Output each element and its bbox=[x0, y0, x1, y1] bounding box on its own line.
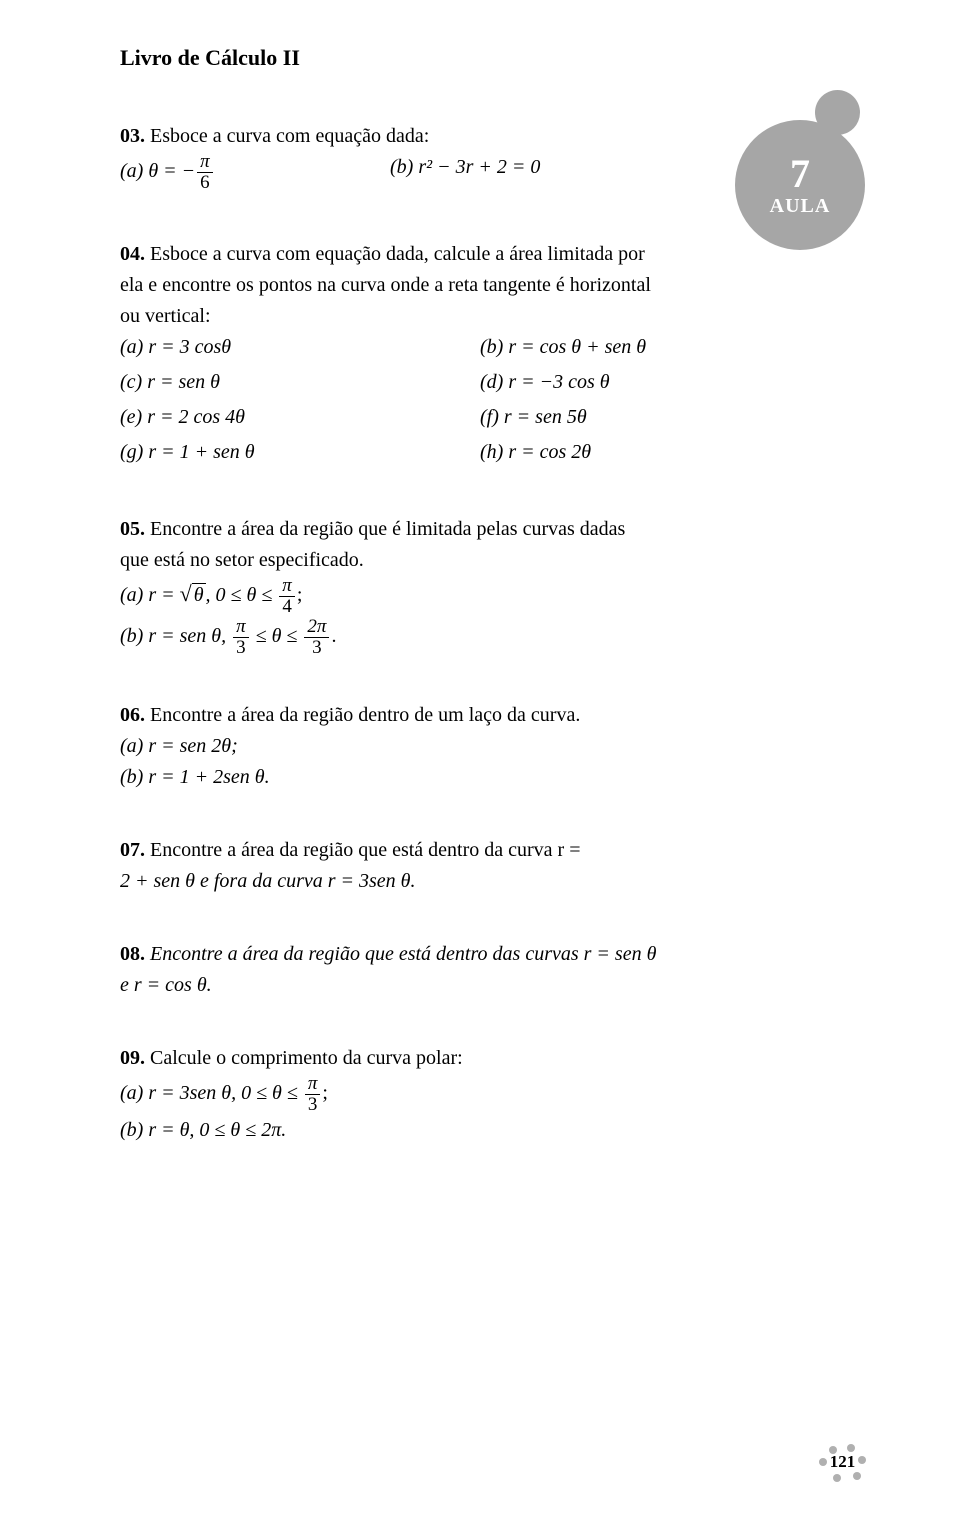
q09-prompt: Calcule o comprimento da curva polar: bbox=[145, 1047, 463, 1069]
question-08: 08. Encontre a área da região que está d… bbox=[120, 939, 840, 1001]
page: Livro de Cálculo II 7 AULA 03. Esboce a … bbox=[0, 0, 960, 1520]
q08-p1: Encontre a área da região que está dentr… bbox=[145, 943, 656, 965]
q04-e: (e) r = 2 cos 4θ bbox=[120, 402, 480, 433]
q05-a-pre: (a) r = bbox=[120, 584, 180, 606]
q05-b-pre: (b) r = sen θ, bbox=[120, 625, 231, 647]
q04-p2: ela e encontre os pontos na curva onde a… bbox=[120, 270, 840, 301]
q04-g: (g) r = 1 + sen θ bbox=[120, 437, 480, 468]
q03-a-den: 6 bbox=[197, 172, 213, 193]
q05-a: (a) r = θ, 0 ≤ θ ≤ π4; bbox=[120, 576, 840, 617]
q06-b: (b) r = 1 + 2sen θ. bbox=[120, 762, 840, 793]
q04-h: (h) r = cos 2θ bbox=[480, 437, 840, 468]
q04-c: (c) r = sen θ bbox=[120, 367, 480, 398]
q05-num: 05. bbox=[120, 518, 145, 540]
book-title: Livro de Cálculo II bbox=[120, 45, 840, 71]
q03-a-num: π bbox=[197, 152, 213, 172]
q05-a-rad: θ bbox=[192, 583, 206, 606]
q05-b-num1: π bbox=[233, 617, 249, 637]
q03-a: (a) θ = −π6 bbox=[120, 152, 390, 193]
q03-prompt: Esboce a curva com equação dada: bbox=[145, 125, 429, 147]
q09-a-num: π bbox=[305, 1074, 321, 1094]
q08-num: 08. bbox=[120, 943, 145, 965]
q05-p1: Encontre a área da região que é limitada… bbox=[145, 518, 625, 540]
q05-b-mid: ≤ θ ≤ bbox=[251, 625, 303, 647]
content: 03. Esboce a curva com equação dada: (a)… bbox=[120, 121, 840, 1146]
aula-badge: 7 AULA bbox=[720, 90, 880, 250]
q07-p1: Encontre a área da região que está dentr… bbox=[145, 839, 581, 861]
q05-b-num2: 2π bbox=[304, 617, 329, 637]
badge-number: 7 bbox=[790, 154, 810, 194]
q04-d: (d) r = −3 cos θ bbox=[480, 367, 840, 398]
q05-b-den2: 3 bbox=[304, 637, 329, 658]
q09-b: (b) r = θ, 0 ≤ θ ≤ 2π. bbox=[120, 1115, 840, 1146]
q05-b-post: . bbox=[331, 625, 336, 647]
question-07: 07. Encontre a área da região que está d… bbox=[120, 835, 840, 897]
q04-p3: ou vertical: bbox=[120, 301, 840, 332]
question-06: 06. Encontre a área da região dentro de … bbox=[120, 700, 840, 793]
q06-prompt: Encontre a área da região dentro de um l… bbox=[145, 704, 580, 726]
q09-a: (a) r = 3sen θ, 0 ≤ θ ≤ π3; bbox=[120, 1074, 840, 1115]
q04-num: 04. bbox=[120, 243, 145, 265]
q06-num: 06. bbox=[120, 704, 145, 726]
q04-p1: Esboce a curva com equação dada, calcule… bbox=[145, 243, 645, 265]
q05-a-den: 4 bbox=[279, 596, 295, 617]
q03-a-pre: (a) θ = − bbox=[120, 160, 195, 182]
badge-label: AULA bbox=[770, 196, 831, 216]
q05-a-mid: , 0 ≤ θ ≤ bbox=[206, 584, 278, 606]
page-number-badge: 121 bbox=[815, 1440, 870, 1485]
page-number: 121 bbox=[815, 1452, 870, 1472]
q03-b: (b) r² − 3r + 2 = 0 bbox=[390, 152, 660, 193]
badge-big-circle: 7 AULA bbox=[735, 120, 865, 250]
q05-p2: que está no setor especificado. bbox=[120, 545, 840, 576]
q04-f: (f) r = sen 5θ bbox=[480, 402, 840, 433]
q05-a-num: π bbox=[279, 576, 295, 596]
q05-a-post: ; bbox=[297, 584, 303, 606]
q04-b: (b) r = cos θ + sen θ bbox=[480, 332, 840, 363]
question-09: 09. Calcule o comprimento da curva polar… bbox=[120, 1043, 840, 1146]
question-04: 04. Esboce a curva com equação dada, cal… bbox=[120, 239, 840, 472]
q05-b: (b) r = sen θ, π3 ≤ θ ≤ 2π3. bbox=[120, 617, 840, 658]
q07-p2: 2 + sen θ e fora da curva r = 3sen θ. bbox=[120, 866, 840, 897]
q09-a-post: ; bbox=[322, 1082, 328, 1104]
q05-b-den1: 3 bbox=[233, 637, 249, 658]
q06-a: (a) r = sen 2θ; bbox=[120, 731, 840, 762]
q04-a: (a) r = 3 cosθ bbox=[120, 332, 480, 363]
q09-a-den: 3 bbox=[305, 1094, 321, 1115]
question-05: 05. Encontre a área da região que é limi… bbox=[120, 514, 840, 658]
q07-num: 07. bbox=[120, 839, 145, 861]
q08-p2: e r = cos θ. bbox=[120, 970, 840, 1001]
q03-num: 03. bbox=[120, 125, 145, 147]
q09-num: 09. bbox=[120, 1047, 145, 1069]
q09-a-pre: (a) r = 3sen θ, 0 ≤ θ ≤ bbox=[120, 1082, 303, 1104]
